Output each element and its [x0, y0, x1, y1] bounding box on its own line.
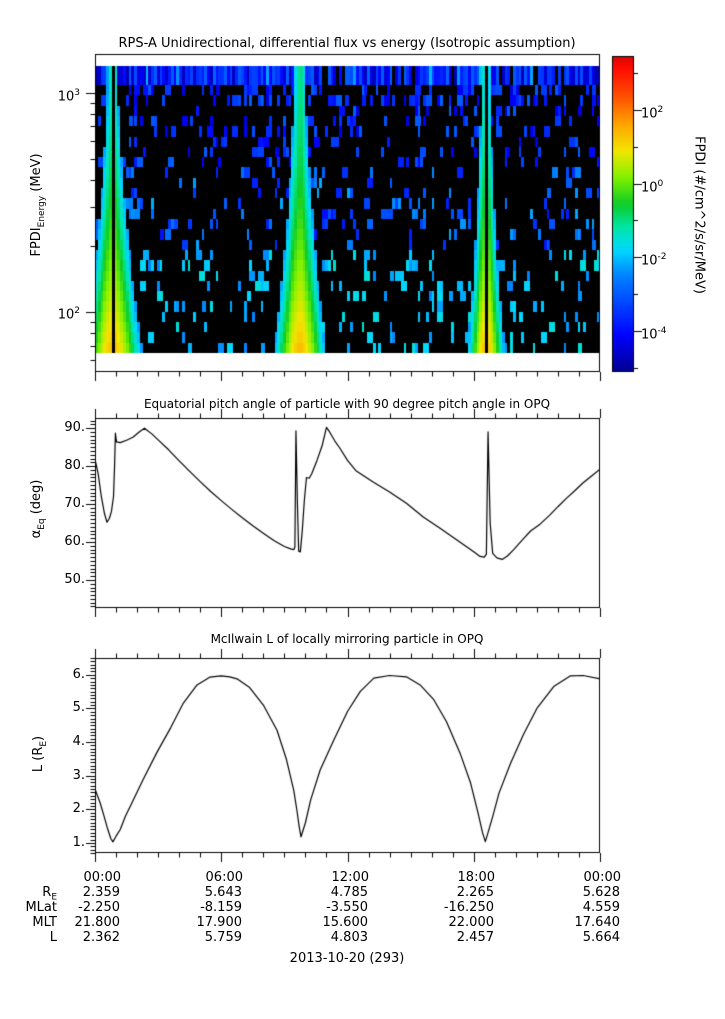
- pitch-y-tick-label: 80.: [64, 458, 85, 473]
- l-shell-title: McIlwain L of locally mirroring particle…: [210, 632, 484, 646]
- ephemeris-value: 17.900: [196, 915, 243, 930]
- colorbar-tick-label: 10-4: [641, 326, 667, 343]
- ylabel-main: FPDI: [29, 227, 45, 257]
- date-label: 2013-10-20 (293): [289, 951, 405, 966]
- time-tick-label: 06:00: [205, 870, 243, 885]
- ephemeris-row-label-mlat: MLat: [25, 900, 57, 915]
- pitch-angle-title: Equatorial pitch angle of particle with …: [143, 397, 551, 411]
- ephemeris-row-label-mlt: MLT: [32, 915, 57, 930]
- ephemeris-value: 22.000: [448, 915, 495, 930]
- l-y-tick-label: 6.: [72, 667, 85, 682]
- l-y-tick-label: 3.: [72, 768, 85, 783]
- ylabel-sub: Energy: [36, 195, 47, 228]
- time-tick-label: 18:00: [457, 870, 495, 885]
- ephemeris-value: 4.785: [330, 885, 368, 900]
- pitch-y-tick-label: 90.: [64, 420, 85, 435]
- time-tick-label: 00:00: [83, 870, 121, 885]
- l-y-tick-label: 1.: [72, 835, 85, 850]
- ephemeris-value: 2.359: [82, 885, 120, 900]
- ephemeris-value: 4.803: [330, 930, 368, 945]
- pitch-y-tick-label: 50.: [64, 572, 85, 587]
- colorbar-tick-label: 100: [641, 179, 664, 196]
- ephemeris-value: -3.550: [326, 900, 368, 915]
- spectrogram-y-tick-label: 102: [57, 306, 80, 323]
- ylabel-rest: (MeV): [29, 153, 45, 196]
- ephemeris-value: 17.640: [574, 915, 621, 930]
- ephemeris-value: -2.250: [78, 900, 120, 915]
- ephemeris-row-label-l: L: [49, 930, 57, 945]
- pitch-y-tick-label: 70.: [64, 496, 85, 511]
- ephemeris-value: 5.643: [204, 885, 242, 900]
- ephemeris-row-label-re: RE: [42, 885, 57, 903]
- time-tick-label: 12:00: [331, 870, 369, 885]
- l-y-tick-label: 2.: [72, 801, 85, 816]
- ephemeris-value: 5.664: [582, 930, 620, 945]
- ephemeris-value: -8.159: [200, 900, 242, 915]
- l-y-tick-label: 4.: [72, 734, 85, 749]
- ephemeris-value: 21.800: [74, 915, 121, 930]
- ephemeris-value: 4.559: [582, 900, 620, 915]
- pitch-y-tick-label: 60.: [64, 534, 85, 549]
- ephemeris-value: 5.628: [582, 885, 620, 900]
- ephemeris-value: 2.265: [456, 885, 494, 900]
- ylabel-sub: Eq: [36, 518, 47, 530]
- ephemeris-value: 5.759: [204, 930, 242, 945]
- ephemeris-value: -16.250: [443, 900, 494, 915]
- spectrogram-title: RPS-A Unidirectional, differential flux …: [118, 36, 576, 51]
- spectrogram-y-tick-label: 103: [57, 88, 80, 105]
- ephemeris-value: 2.457: [456, 930, 494, 945]
- time-tick-label: 00:00: [583, 870, 621, 885]
- ephemeris-value: 2.362: [82, 930, 120, 945]
- l-y-tick-label: 5.: [72, 700, 85, 715]
- ephemeris-value: 15.600: [322, 915, 369, 930]
- colorbar-tick-label: 10-2: [641, 252, 667, 269]
- spectrogram-y-axis-label: FPDIEnergy (MeV): [29, 153, 47, 256]
- colorbar-tick-label: 102: [641, 105, 664, 122]
- colorbar-label: FPDI (#/cm^2/s/sr/MeV): [691, 136, 707, 294]
